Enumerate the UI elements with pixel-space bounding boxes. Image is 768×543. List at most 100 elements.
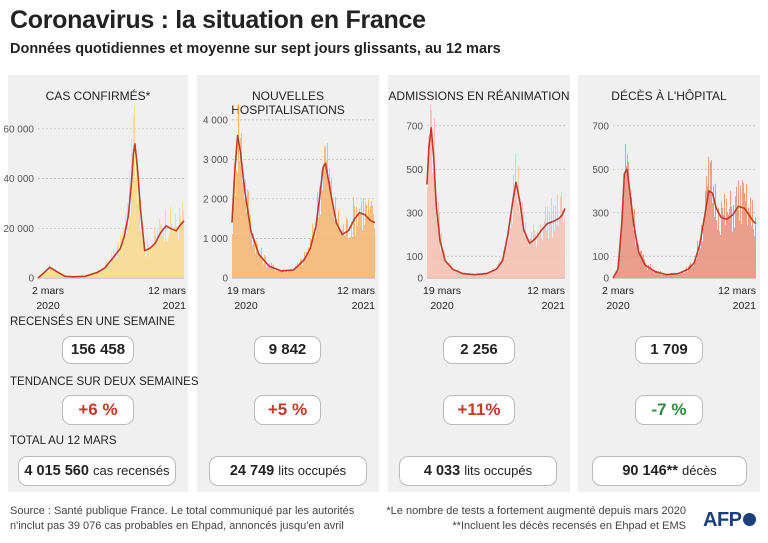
hospitalisations-daily-bar: [258, 250, 259, 278]
deaths-daily-bar: [744, 192, 745, 278]
icu-daily-bar: [439, 212, 440, 278]
deaths-xlabel-year: 2021: [733, 300, 757, 312]
hospitalisations-daily-bar: [256, 240, 257, 278]
hospitalisations-daily-bar: [321, 169, 322, 278]
icu-daily-bar: [474, 274, 475, 278]
deaths-daily-bar: [745, 201, 746, 278]
hospitalisations-daily-bar: [302, 265, 303, 278]
cases-daily-bar: [141, 225, 142, 278]
deaths-daily-bar: [696, 259, 697, 278]
cases-daily-bar: [157, 229, 158, 278]
cases-daily-bar: [162, 236, 163, 278]
deaths-daily-bar: [725, 224, 726, 278]
hospitalisations-daily-bar: [334, 220, 335, 278]
hospitalisations-daily-bar: [367, 217, 368, 278]
deaths-daily-bar: [723, 214, 724, 278]
icu-daily-bar: [564, 219, 565, 278]
icu-daily-bar: [547, 206, 548, 278]
cases-daily-bar: [40, 276, 41, 278]
weekly-value-deaths: 1 709: [635, 336, 703, 364]
hospitalisations-daily-bar: [352, 236, 353, 278]
deaths-daily-bar: [748, 207, 749, 278]
hospitalisations-daily-bar: [355, 235, 356, 278]
cases-daily-bar: [63, 275, 64, 278]
source-line-1: Source : Santé publique France. Le total…: [10, 505, 355, 517]
icu-daily-bar: [519, 212, 520, 278]
total-value-icu: 4 033: [423, 463, 461, 479]
deaths-daily-bar: [736, 186, 737, 278]
hospitalisations-daily-bar: [298, 264, 299, 278]
hospitalisations-daily-bar: [364, 225, 365, 278]
deaths-daily-bar: [693, 266, 694, 278]
icu-daily-bar: [475, 275, 476, 278]
deaths-daily-bar: [673, 272, 674, 278]
cases-daily-bar: [89, 274, 90, 278]
cases-daily-bar: [49, 263, 50, 278]
deaths-daily-bar: [628, 162, 629, 278]
deaths-daily-bar: [677, 273, 678, 278]
deaths-daily-bar: [659, 273, 660, 278]
icu-daily-bar: [554, 231, 555, 278]
cases-daily-bar: [113, 250, 114, 278]
deaths-daily-bar: [732, 231, 733, 278]
hospitalisations-daily-bar: [235, 196, 236, 278]
hospitalisations-daily-bar: [279, 269, 280, 278]
icu-daily-bar: [538, 236, 539, 278]
icu-daily-bar: [434, 118, 435, 278]
cases-daily-bar: [182, 202, 183, 278]
deaths-daily-bar: [701, 224, 702, 278]
icu-daily-bar: [502, 264, 503, 278]
icu-daily-bar: [545, 206, 546, 278]
cases-daily-bar: [45, 271, 46, 278]
hospitalisations-daily-bar: [339, 229, 340, 278]
icu-daily-bar: [536, 247, 537, 278]
hospitalisations-daily-bar: [344, 235, 345, 278]
cases-daily-bar: [65, 276, 66, 278]
icu-daily-bar: [534, 230, 535, 278]
hospitalisations-daily-bar: [341, 230, 342, 278]
hospitalisations-daily-bar: [301, 258, 302, 278]
cases-daily-bar: [41, 275, 42, 278]
cases-daily-bar: [151, 254, 152, 278]
hospitalisations-daily-bar: [244, 199, 245, 278]
afp-logo-dot: [743, 513, 756, 526]
chart-title-hospitalisations: NOUVELLES HOSPITALISATIONS: [231, 89, 345, 117]
hospitalisations-daily-bar: [290, 268, 291, 278]
hospitalisations-daily-bar: [347, 219, 348, 278]
deaths-daily-bar: [627, 154, 628, 278]
page-title: Coronavirus : la situation en France: [10, 6, 426, 34]
total-value-cases: 4 015 560: [24, 463, 89, 479]
icu-daily-bar: [503, 250, 504, 278]
hospitalisations-daily-bar: [333, 212, 334, 278]
hospitalisations-daily-bar: [232, 234, 233, 278]
icu-daily-bar: [485, 272, 486, 278]
hospitalisations-daily-bar: [338, 210, 339, 278]
icu-daily-bar: [514, 194, 515, 278]
cases-daily-bar: [163, 231, 164, 278]
deaths-daily-bar: [679, 274, 680, 278]
icu-ytick-label: 700: [406, 121, 423, 132]
cases-daily-bar: [102, 267, 103, 278]
cases-daily-bar: [94, 272, 95, 278]
deaths-daily-bar: [633, 229, 634, 278]
icu-daily-bar: [477, 274, 478, 278]
cases-daily-bar: [173, 232, 174, 278]
icu-daily-bar: [550, 221, 551, 278]
icu-daily-bar: [449, 261, 450, 278]
deaths-daily-bar: [738, 180, 739, 278]
hospitalisations-daily-bar: [351, 221, 352, 278]
icu-daily-bar: [438, 202, 439, 278]
footnotes: *Le nombre de tests a fortement augmenté…: [386, 504, 686, 534]
deaths-daily-bar: [716, 220, 717, 278]
deaths-daily-bar: [741, 224, 742, 278]
hospitalisations-daily-bar: [246, 211, 247, 278]
deaths-daily-bar: [676, 273, 677, 278]
deaths-daily-bar: [621, 234, 622, 278]
icu-xlabel-date: 19 mars: [423, 285, 461, 297]
hospitalisations-daily-bar: [267, 263, 268, 278]
deaths-daily-bar: [660, 271, 661, 278]
cases-daily-bar: [152, 244, 153, 278]
icu-daily-bar: [535, 234, 536, 278]
cases-daily-bar: [145, 256, 146, 278]
hospitalisations-daily-bar: [325, 146, 326, 278]
